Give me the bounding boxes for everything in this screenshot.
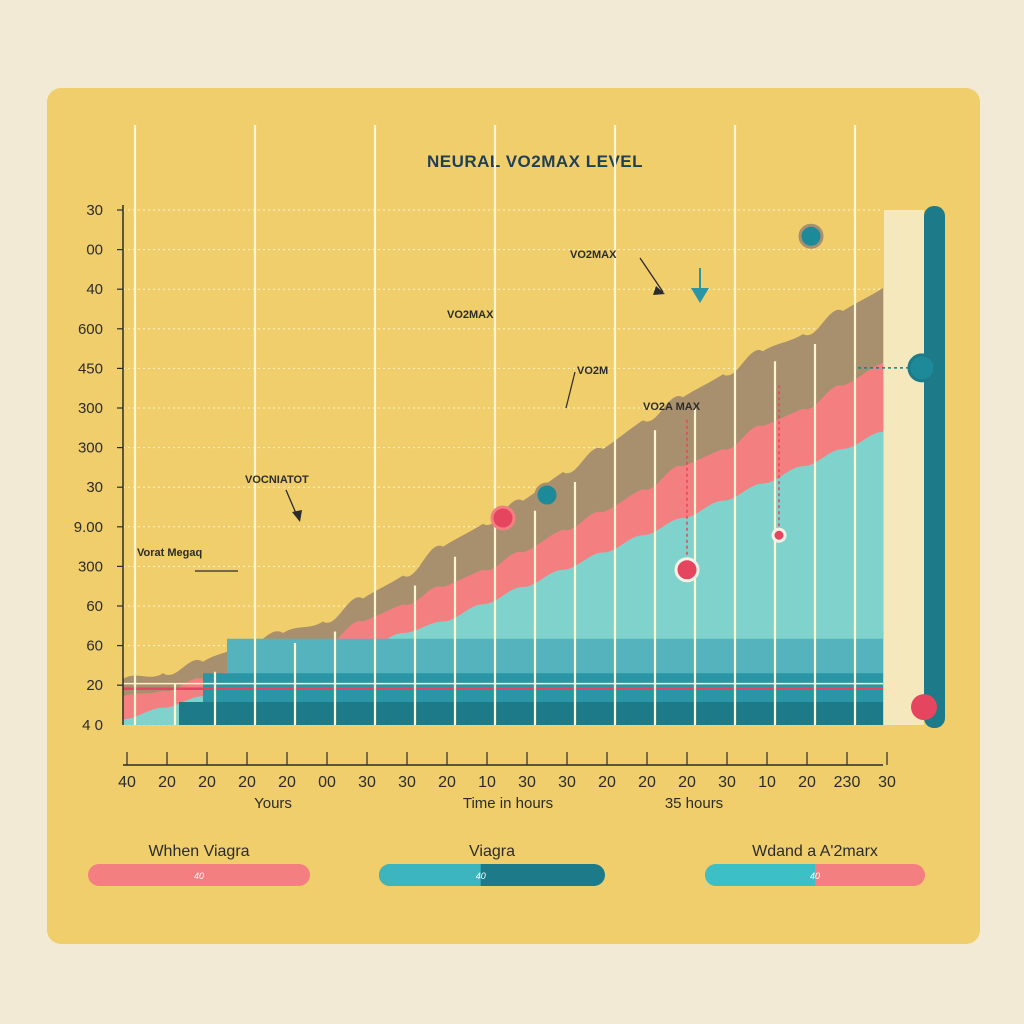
y-tick-label: 60 <box>86 638 103 655</box>
legend-bar-text-2: 40 <box>476 871 486 881</box>
down-arrow-icon <box>691 288 709 303</box>
y-tick-label: 9.00 <box>74 519 103 536</box>
y-tick-label: 450 <box>78 360 103 377</box>
x-tick-label: 10 <box>758 774 776 791</box>
legend: Whhen Viagra 40 Viagra 40 Wdand a A'2marx 40 <box>88 843 925 886</box>
x-tick-label: 30 <box>878 774 896 791</box>
band-3 <box>179 702 883 725</box>
data-markers <box>490 223 824 583</box>
legend-swatch-part-fill-2 <box>390 864 481 886</box>
annotation-vo2max-left: VO2MAX <box>447 309 494 321</box>
x-axis-label-2: Time in hours <box>463 795 553 812</box>
annotation-leader-4 <box>565 371 576 409</box>
y-tick-label: 4 0 <box>82 717 103 734</box>
legend-swatch-part-fill-3 <box>716 864 815 886</box>
chart-title: NEURAL VO2MAX LEVEL <box>427 152 643 171</box>
x-tick-label: 20 <box>278 774 296 791</box>
annotation-vo2m: VO2M <box>577 365 608 377</box>
x-tick-label: 20 <box>158 774 176 791</box>
teal-point-1 <box>534 482 560 508</box>
annotation-vorat-megaq: Vorat Megaq <box>137 547 202 559</box>
y-tick-label: 300 <box>78 400 103 417</box>
plot-area <box>123 125 897 726</box>
y-tick-label: 30 <box>86 479 103 496</box>
x-tick-label: 30 <box>558 774 576 791</box>
x-tick-label: 20 <box>798 774 816 791</box>
legend-label-2: Viagra <box>469 843 515 860</box>
slider-handle-a[interactable] <box>907 353 937 383</box>
annotation-vo2a-max: VO2A MAX <box>643 401 701 413</box>
annotation-arrowhead-1 <box>653 286 665 295</box>
legend-bar-text-3: 40 <box>810 871 820 881</box>
x-tick-label: 20 <box>638 774 656 791</box>
coral-point-2 <box>674 557 700 583</box>
x-tick-label: 230 <box>834 774 861 791</box>
x-tick-label: 30 <box>358 774 376 791</box>
coral-point-3 <box>771 527 787 543</box>
y-tick-label: 30 <box>86 202 103 219</box>
x-tick-label: 30 <box>518 774 536 791</box>
teal-point-2 <box>798 223 824 249</box>
x-tick-label: 30 <box>718 774 736 791</box>
x-tick-label: 20 <box>238 774 256 791</box>
x-axis-label-1: Yours <box>254 795 292 812</box>
y-tick-label: 300 <box>78 558 103 575</box>
x-tick-label: 20 <box>438 774 456 791</box>
legend-bar-text-1: 40 <box>194 871 204 881</box>
x-tick-label: 30 <box>398 774 416 791</box>
x-tick-label: 40 <box>118 774 136 791</box>
slider-backdrop <box>884 210 924 725</box>
annotation-leader-1 <box>639 257 664 293</box>
y-tick-label: 60 <box>86 598 103 615</box>
level-slider[interactable] <box>858 206 945 728</box>
y-tick-label: 600 <box>78 321 103 338</box>
x-axis-label-3: 35 hours <box>665 795 723 812</box>
annotation-arrowhead-2 <box>292 510 302 522</box>
coral-point-1 <box>490 505 516 531</box>
x-tick-label: 10 <box>478 774 496 791</box>
x-axis: 40 20 20 20 20 00 30 30 20 10 30 30 20 20 20 30 10 20 230 3… <box>118 752 896 812</box>
legend-swatch-1 <box>88 864 310 886</box>
annotations: VO2MAX VO2MAX VO2M VO2A MAX VOCNIATOT Vo… <box>137 249 709 572</box>
annotation-vo2max-top: VO2MAX <box>570 249 617 261</box>
y-tick-label: 300 <box>78 440 103 457</box>
y-tick-label: 20 <box>86 677 103 694</box>
x-tick-label: 20 <box>678 774 696 791</box>
x-tick-label: 00 <box>318 774 336 791</box>
annotation-vocniatot: VOCNIATOT <box>245 474 309 486</box>
slider-track[interactable] <box>924 206 945 728</box>
legend-label-1: Whhen Viagra <box>148 843 249 860</box>
x-tick-label: 20 <box>598 774 616 791</box>
y-tick-label: 40 <box>86 281 103 298</box>
slider-handle-b[interactable] <box>911 694 937 721</box>
x-tick-label: 20 <box>198 774 216 791</box>
y-tick-label: 00 <box>86 242 103 259</box>
y-axis: 30 00 40 600 450 300 300 30 9.00 300 60 60 20 4 0 <box>74 202 124 734</box>
legend-label-3: Wdand a A'2marx <box>752 843 878 860</box>
